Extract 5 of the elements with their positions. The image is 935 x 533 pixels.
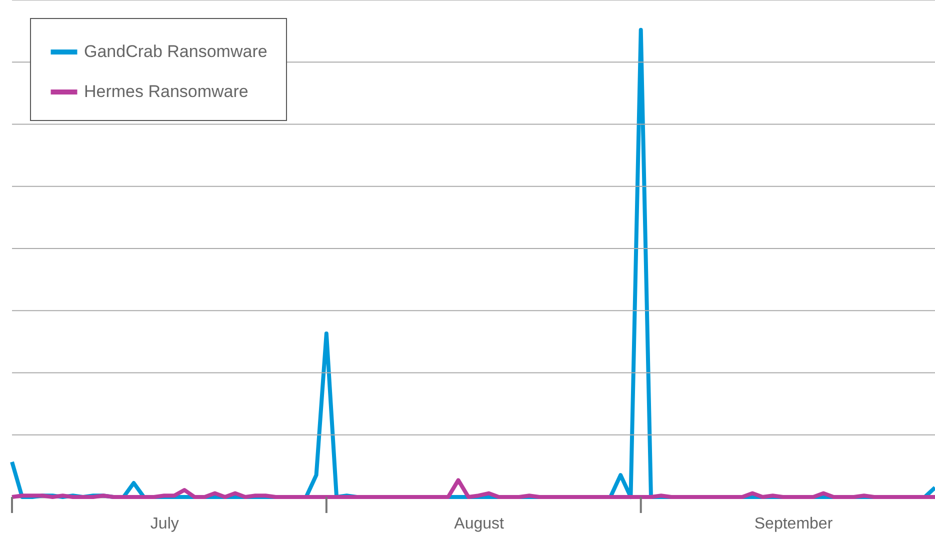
legend-label: GandCrab Ransomware xyxy=(84,42,268,61)
x-tick-label: September xyxy=(754,516,834,532)
legend-label: Hermes Ransomware xyxy=(84,82,248,101)
x-tick-label: August xyxy=(454,516,505,532)
x-tick-label: July xyxy=(150,516,179,532)
